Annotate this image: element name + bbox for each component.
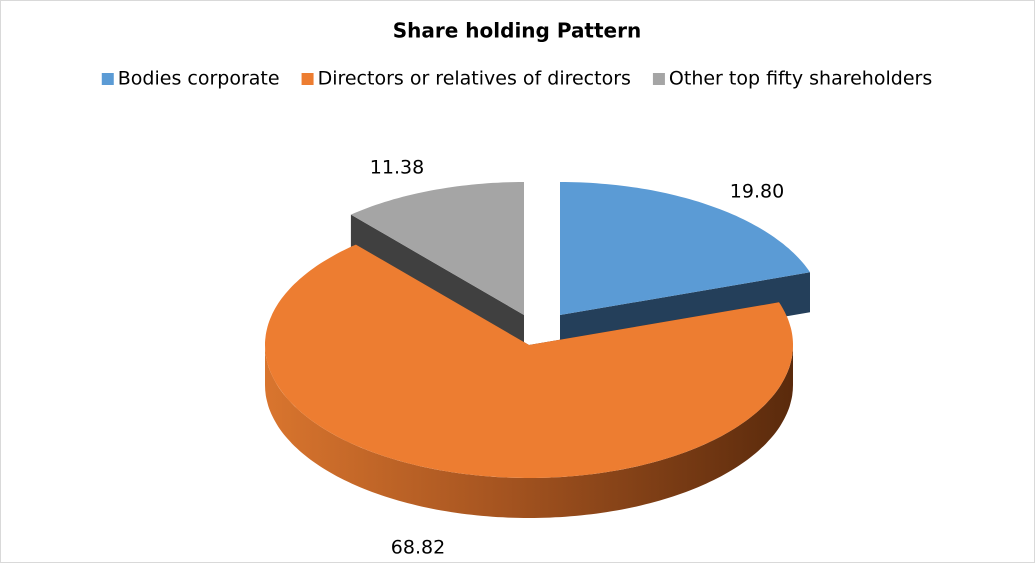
data-label: 19.80 (730, 181, 784, 203)
legend-swatch (652, 73, 665, 85)
pie-slice (560, 182, 810, 315)
slice-wall (265, 345, 793, 518)
pie-slice (350, 182, 524, 315)
data-label: 11.38 (370, 157, 424, 179)
chart-title: Share holding Pattern (393, 19, 641, 43)
legend-label: Other top fifty shareholders (669, 68, 932, 90)
legend-label: Directors or relatives of directors (318, 68, 631, 90)
legend-label: Bodies corporate (118, 68, 280, 90)
data-label: 68.82 (391, 537, 445, 559)
pie-slice (265, 244, 793, 478)
legend-swatch (301, 73, 314, 85)
legend-swatch (101, 73, 114, 85)
